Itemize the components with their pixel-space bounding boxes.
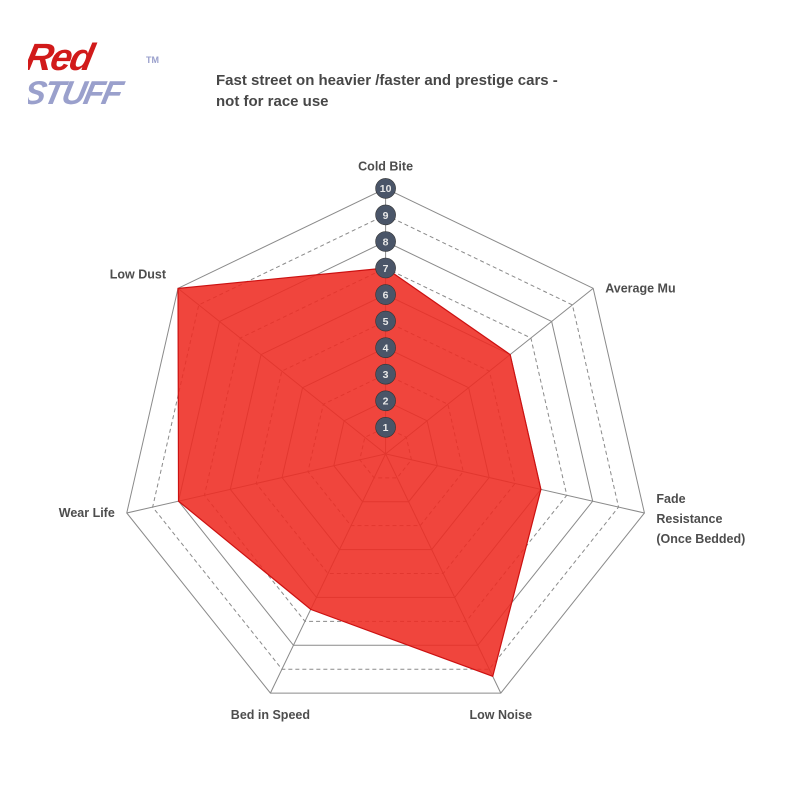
svg-text:(Once Bedded): (Once Bedded) (656, 532, 745, 546)
svg-text:9: 9 (383, 210, 389, 222)
svg-text:8: 8 (383, 236, 389, 248)
svg-text:2: 2 (383, 396, 389, 408)
svg-text:3: 3 (383, 369, 389, 381)
svg-text:1: 1 (383, 422, 389, 434)
svg-text:Low Noise: Low Noise (470, 708, 533, 722)
svg-text:5: 5 (383, 316, 389, 328)
svg-text:4: 4 (383, 343, 389, 355)
svg-text:Low Dust: Low Dust (110, 267, 167, 281)
svg-text:6: 6 (383, 289, 389, 301)
svg-text:Average Mu: Average Mu (605, 281, 675, 295)
svg-text:Fade: Fade (656, 492, 685, 506)
svg-text:Wear Life: Wear Life (59, 506, 115, 520)
svg-text:Bed in Speed: Bed in Speed (231, 708, 310, 722)
svg-text:Resistance: Resistance (656, 512, 722, 526)
svg-text:10: 10 (380, 183, 392, 195)
svg-text:7: 7 (383, 263, 389, 275)
svg-text:Cold Bite: Cold Bite (358, 159, 413, 173)
